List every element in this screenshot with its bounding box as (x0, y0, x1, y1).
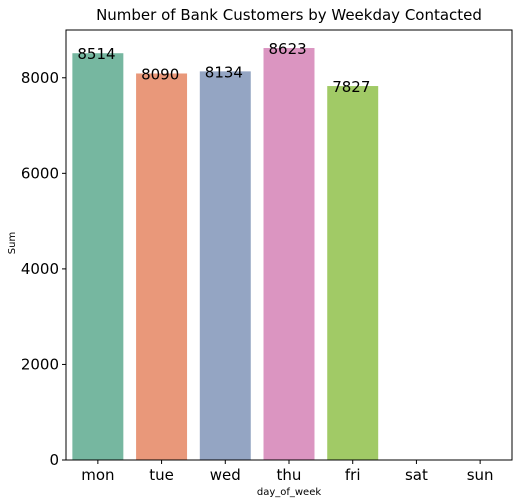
bar-wed (199, 71, 251, 461)
bars-group (72, 48, 379, 461)
data-labels-group: 8514 8090 8134 8623 7827 (77, 40, 370, 96)
bar-fri (327, 86, 379, 460)
x-axis-label: day_of_week (257, 487, 322, 498)
y-tick-label-4000: 4000 (21, 260, 59, 278)
x-tick-label-wed: wed (210, 466, 241, 484)
bar-mon (72, 53, 124, 460)
chart-title: Number of Bank Customers by Weekday Cont… (96, 6, 482, 24)
data-label-tue: 8090 (141, 65, 179, 83)
data-label-fri: 7827 (332, 78, 370, 96)
bar-tue (136, 73, 188, 460)
y-tick-label-2000: 2000 (21, 355, 59, 373)
y-axis-ticks: 0 2000 4000 6000 8000 (21, 69, 66, 469)
bar-thu (263, 48, 315, 461)
data-label-thu: 8623 (269, 40, 307, 58)
x-tick-label-thu: thu (277, 466, 302, 484)
x-tick-label-sat: sat (405, 466, 428, 484)
x-tick-label-tue: tue (149, 466, 174, 484)
data-label-mon: 8514 (77, 45, 115, 63)
y-axis-label: Sum (7, 232, 18, 254)
x-tick-label-mon: mon (81, 466, 114, 484)
x-axis-ticks: mon tue wed thu fri sat sun (81, 460, 494, 484)
y-tick-label-8000: 8000 (21, 69, 59, 87)
plot-frame (65, 29, 513, 461)
y-tick-label-0: 0 (49, 451, 59, 469)
x-tick-label-sun: sun (467, 466, 494, 484)
data-label-wed: 8134 (205, 63, 243, 81)
x-tick-label-fri: fri (345, 466, 361, 484)
y-tick-label-6000: 6000 (21, 164, 59, 182)
